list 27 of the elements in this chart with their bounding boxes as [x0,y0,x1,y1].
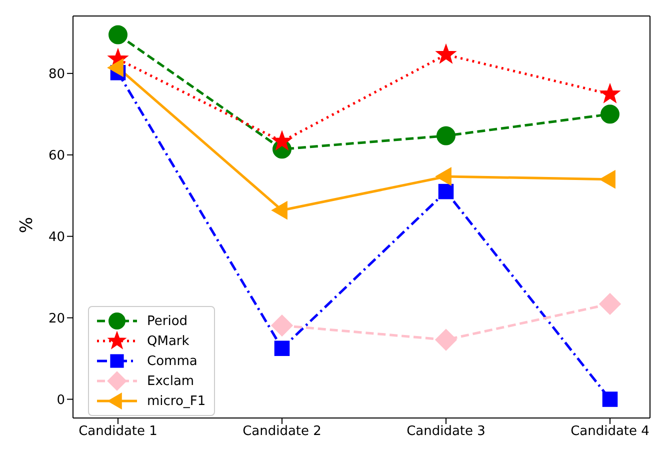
point [436,126,456,146]
y-tick-label: 40 [48,230,65,245]
point [599,293,621,315]
point [108,25,128,44]
point [600,104,620,124]
legend-label: QMark [147,334,190,348]
legend-label: Exclam [147,374,194,388]
point [271,314,293,336]
x-tick-label: Candidate 1 [78,424,158,440]
x-tick-label: Candidate 3 [406,424,486,440]
legend-label: micro_F1 [147,394,206,408]
point [436,44,456,64]
point [274,340,290,356]
legend-label: Comma [147,354,198,368]
y-axis-title: % [17,217,38,234]
x-tick-label: Candidate 4 [570,424,650,440]
point [600,84,620,103]
point [272,131,292,150]
point [435,328,457,351]
y-tick-label: 0 [56,392,65,408]
point [438,184,454,200]
y-tick-label: 20 [48,311,65,326]
legend-label: Period [147,314,188,328]
point [602,392,618,407]
x-tick-label: Candidate 2 [242,424,322,440]
y-tick-label: 80 [48,67,65,82]
y-tick-label: 60 [48,148,65,164]
